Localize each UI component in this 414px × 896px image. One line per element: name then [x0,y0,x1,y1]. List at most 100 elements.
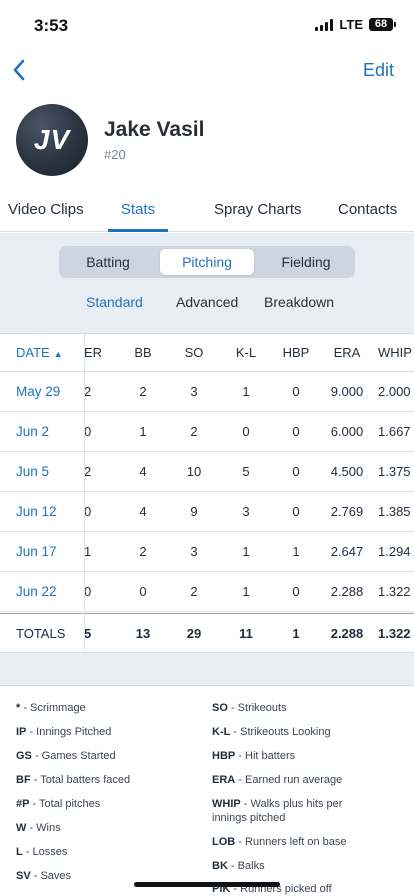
legend-item: L - Losses [16,846,68,858]
avatar: JV [16,104,88,176]
row-date-link[interactable]: Jun 12 [16,504,57,519]
cell-whip: 2.000 [378,384,411,399]
cell-era: 2.647 [330,544,364,559]
legend-item: GS - Games Started [16,750,116,762]
column-header-bb[interactable]: BB [134,345,152,360]
cell-kl: 0 [242,424,250,439]
cell-hbp: 0 [292,424,300,439]
player-number: #20 [104,147,126,162]
status-bar: 3:53 LTE 68 [0,0,414,50]
legend-item: #P - Total pitches [16,798,101,810]
column-header-whip[interactable]: WHIP [378,345,412,360]
column-header-so[interactable]: SO [184,345,204,360]
segment-batting[interactable]: Batting [86,254,130,270]
sort-ascending-icon: ▲ [53,349,63,359]
tab-stats[interactable]: Stats [120,201,156,218]
signal-icon [315,18,334,31]
cell-hbp: 0 [292,584,300,599]
status-indicators: LTE 68 [315,17,396,32]
cell-er: 1 [84,544,92,559]
cell-er: 2 [84,464,92,479]
status-time: 3:53 [34,16,69,35]
cell-kl: 5 [242,464,250,479]
frozen-column-divider [84,334,85,653]
table-header-row: DATE ▲ ER BB SO K-L HBP ERA WHIP [0,334,414,372]
cell-era: 2.769 [330,504,364,519]
column-header-er[interactable]: ER [84,345,103,360]
network-label: LTE [339,17,363,32]
table-row: Jun 17 1 2 3 1 1 2.647 1.294 [0,532,414,572]
cell-kl: 3 [242,504,250,519]
cell-so: 3 [190,384,198,399]
cell-er: 2 [84,384,92,399]
cell-bb: 2 [139,384,147,399]
legend-item: K-L - Strikeouts Looking [212,726,331,738]
column-header-era[interactable]: ERA [333,345,361,360]
subtab-standard[interactable]: Standard [86,294,143,310]
tab-video-clips[interactable]: Video Clips [8,201,84,218]
cell-bb: 4 [139,504,147,519]
back-button[interactable] [8,55,32,85]
table-row: May 29 2 2 3 1 0 9.000 2.000 [0,372,414,412]
legend-item: IP - Innings Pitched [16,726,112,738]
column-header-hbp[interactable]: HBP [282,345,310,360]
cell-so: 2 [190,424,198,439]
cell-bb: 0 [139,584,147,599]
chevron-left-icon [13,59,25,81]
battery-level: 68 [369,18,393,31]
cell-so: 2 [190,584,198,599]
row-date-link[interactable]: Jun 5 [16,464,50,479]
filter-panel: Batting Pitching Fielding Standard Advan… [0,233,414,333]
cell-era: 4.500 [330,464,364,479]
cell-bb: 1 [139,424,147,439]
total-whip: 1.322 [378,626,411,641]
total-era: 2.288 [330,626,364,641]
cell-whip: 1.385 [378,504,411,519]
cell-whip: 1.294 [378,544,411,559]
column-header-kl[interactable]: K-L [235,345,257,360]
legend-item: ERA - Earned run average [212,774,343,786]
total-kl: 11 [239,626,253,641]
cell-kl: 1 [242,544,250,559]
tab-contacts[interactable]: Contacts [338,201,398,218]
total-er: 5 [84,626,92,641]
segment-fielding[interactable]: Fielding [281,254,331,270]
cell-whip: 1.375 [378,464,411,479]
cell-hbp: 1 [292,544,300,559]
cell-kl: 1 [242,584,250,599]
legend-item: SO - Strikeouts [212,702,287,714]
tab-spray-charts[interactable]: Spray Charts [214,201,302,218]
row-date-link[interactable]: Jun 17 [16,544,57,559]
legend-item: HBP - Hit batters [212,750,296,762]
cell-hbp: 0 [292,384,300,399]
home-indicator[interactable] [134,882,280,887]
cell-kl: 1 [242,384,250,399]
row-date-link[interactable]: Jun 2 [16,424,50,439]
totals-label: TOTALS [16,626,66,641]
active-tab-indicator [108,229,168,232]
player-name: Jake Vasil [104,118,205,141]
cell-bb: 4 [139,464,147,479]
battery-icon: 68 [369,18,396,31]
row-date-link[interactable]: May 29 [16,384,61,399]
date-header-label: DATE [16,345,50,360]
segment-pitching[interactable]: Pitching [160,249,254,275]
section-spacer [0,653,414,685]
cell-so: 10 [186,464,202,479]
cell-er: 0 [84,424,92,439]
legend-item: BF - Total batters faced [16,774,131,786]
subtab-breakdown[interactable]: Breakdown [264,294,335,310]
avatar-initials: JV [33,124,71,155]
cell-so: 3 [190,544,198,559]
legend-item: * - Scrimmage [16,702,86,714]
date-column-header[interactable]: DATE ▲ [16,334,63,372]
edit-button[interactable]: Edit [362,60,394,80]
subtab-advanced[interactable]: Advanced [176,294,239,310]
total-hbp: 1 [292,626,300,641]
row-date-link[interactable]: Jun 22 [16,584,57,599]
legend-item: W - Wins [16,822,61,834]
tab-bar: Video Clips Stats Spray Charts Contacts [0,196,414,232]
cell-er: 0 [84,584,92,599]
cell-era: 6.000 [330,424,364,439]
cell-bb: 2 [139,544,147,559]
